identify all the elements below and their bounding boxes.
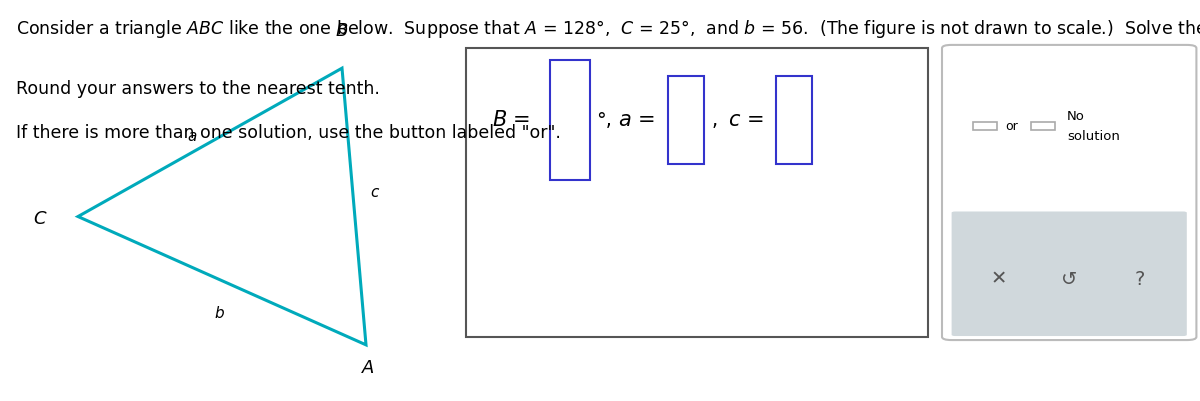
Text: °,: °, — [596, 111, 612, 130]
FancyBboxPatch shape — [942, 45, 1196, 340]
Text: or: or — [1006, 119, 1019, 133]
FancyBboxPatch shape — [550, 60, 590, 180]
Text: $\mathit{b}$: $\mathit{b}$ — [214, 305, 226, 321]
Text: Consider a triangle $\mathit{ABC}$ like the one below.  Suppose that $\mathit{A}: Consider a triangle $\mathit{ABC}$ like … — [16, 18, 1200, 40]
Text: solution: solution — [1067, 130, 1120, 143]
FancyBboxPatch shape — [973, 122, 997, 130]
Text: $\mathit{C}$: $\mathit{C}$ — [34, 210, 48, 227]
FancyBboxPatch shape — [1031, 122, 1055, 130]
Text: ?: ? — [1134, 269, 1145, 289]
FancyBboxPatch shape — [776, 76, 812, 164]
Text: $\mathit{B}$ =: $\mathit{B}$ = — [492, 110, 530, 130]
Text: $\mathit{A}$: $\mathit{A}$ — [361, 359, 376, 377]
Text: $\mathit{B}$: $\mathit{B}$ — [335, 22, 349, 40]
FancyBboxPatch shape — [668, 76, 704, 164]
Text: No: No — [1067, 109, 1085, 123]
Text: If there is more than one solution, use the button labeled "or".: If there is more than one solution, use … — [16, 124, 560, 142]
Text: $\mathit{c}$ =: $\mathit{c}$ = — [728, 110, 764, 130]
Text: Round your answers to the nearest tenth.: Round your answers to the nearest tenth. — [16, 80, 379, 98]
Text: $\mathit{a}$ =: $\mathit{a}$ = — [618, 110, 655, 130]
FancyBboxPatch shape — [466, 48, 928, 337]
Text: ✕: ✕ — [990, 269, 1007, 289]
Text: $\mathit{a}$: $\mathit{a}$ — [187, 129, 197, 144]
FancyBboxPatch shape — [952, 211, 1187, 336]
Text: $\mathit{c}$: $\mathit{c}$ — [370, 185, 379, 200]
Text: ,: , — [712, 111, 718, 130]
Text: ↺: ↺ — [1061, 269, 1078, 289]
